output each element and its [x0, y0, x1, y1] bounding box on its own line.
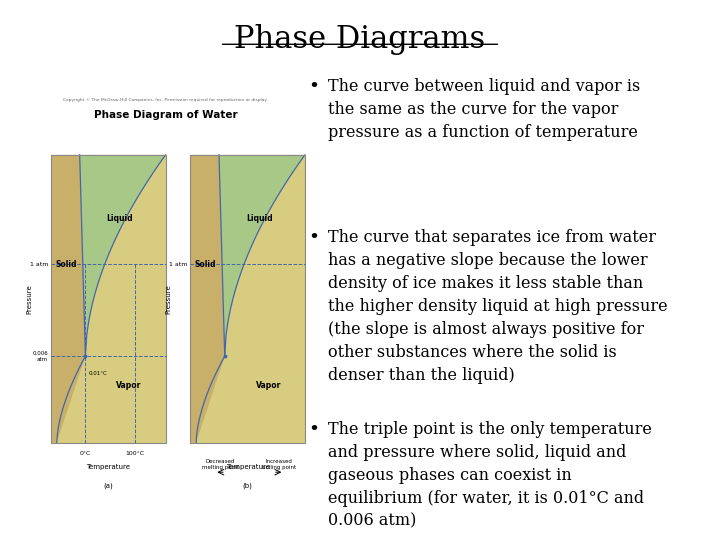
Text: Copyright © The McGraw-Hill Companies, Inc. Permission required for reproduction: Copyright © The McGraw-Hill Companies, I…	[63, 98, 268, 102]
Text: Phase Diagrams: Phase Diagrams	[235, 24, 485, 55]
Polygon shape	[190, 155, 225, 443]
Text: Pressure: Pressure	[27, 284, 32, 314]
Polygon shape	[219, 155, 305, 356]
Bar	[190, 155, 305, 443]
Bar	[51, 155, 166, 443]
Text: The curve that separates ice from water
has a negative slope because the lower
d: The curve that separates ice from water …	[328, 230, 667, 383]
Text: Solid: Solid	[194, 260, 216, 269]
FancyBboxPatch shape	[190, 155, 305, 443]
Text: (b): (b)	[243, 482, 253, 489]
Text: 1 atm: 1 atm	[169, 262, 187, 267]
Polygon shape	[51, 155, 86, 443]
Text: Pressure: Pressure	[166, 284, 171, 314]
FancyBboxPatch shape	[51, 155, 166, 443]
Text: 0.006
atm: 0.006 atm	[32, 351, 48, 362]
Text: •: •	[308, 421, 319, 439]
Text: 0°C: 0°C	[80, 450, 91, 456]
Text: Phase Diagram of Water: Phase Diagram of Water	[94, 110, 238, 119]
Text: •: •	[308, 230, 319, 247]
Text: 0.01°C: 0.01°C	[89, 370, 107, 376]
Text: Vapor: Vapor	[256, 381, 281, 389]
Text: Decreased
melting point: Decreased melting point	[202, 460, 238, 470]
Text: The triple point is the only temperature
and pressure where solid, liquid and
ga: The triple point is the only temperature…	[328, 421, 652, 530]
Polygon shape	[80, 155, 166, 356]
Text: Vapor: Vapor	[116, 381, 142, 389]
Text: 100°C: 100°C	[125, 450, 144, 456]
Text: Liquid: Liquid	[246, 214, 272, 222]
Text: (a): (a)	[104, 482, 113, 489]
Text: Solid: Solid	[55, 260, 77, 269]
Text: Liquid: Liquid	[107, 214, 133, 222]
Text: The curve between liquid and vapor is
the same as the curve for the vapor
pressu: The curve between liquid and vapor is th…	[328, 78, 640, 141]
Text: 1 atm: 1 atm	[30, 262, 48, 267]
Text: •: •	[308, 78, 319, 96]
Text: Increased
boiling point: Increased boiling point	[261, 460, 296, 470]
Text: Temperature: Temperature	[86, 464, 130, 470]
Text: Temperature: Temperature	[225, 464, 270, 470]
